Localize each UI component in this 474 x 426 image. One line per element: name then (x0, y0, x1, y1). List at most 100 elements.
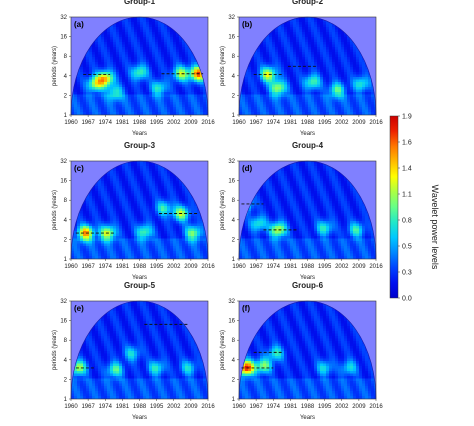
panel-4: Group-4(d)1960 1967 1974 1981 1988 1995 2002 20… (220, 141, 383, 281)
x-axis-label: Years (132, 131, 147, 137)
x-tick-label: 2002 (335, 264, 349, 270)
x-tick-label: 2009 (184, 264, 198, 270)
colorbar-tick-label: 0.3 (402, 270, 412, 277)
y-tick-label: 2 (232, 377, 236, 383)
panel-title: Group-2 (292, 0, 324, 6)
x-tick-label: 1995 (318, 120, 332, 126)
y-tick-label: 4 (232, 358, 236, 364)
panel-2: Group-2(b)1960 1967 1974 1981 1988 1995 2002 20… (220, 0, 383, 137)
x-tick-label: 1967 (81, 264, 95, 270)
y-tick-label: 8 (64, 198, 68, 204)
panel-letter: (b) (242, 20, 253, 29)
y-tick-label: 2 (232, 237, 236, 243)
y-tick-label: 1 (64, 397, 68, 403)
x-tick-label: 1960 (232, 404, 246, 410)
x-tick-label: 2016 (201, 404, 215, 410)
y-tick-label: 32 (60, 299, 67, 305)
panel-6: Group-6(f)1960 1967 1974 1981 1988 1995 2002 20… (220, 281, 383, 421)
x-tick-label: 1981 (116, 264, 130, 270)
y-tick-label: 16 (228, 35, 235, 41)
colorbar-gradient (389, 115, 399, 299)
colorbar-tick-label: 1.6 (402, 140, 412, 147)
x-tick-label: 1981 (284, 120, 298, 126)
panel-letter: (f) (242, 304, 250, 313)
panel-letter: (c) (74, 164, 84, 173)
x-tick-label: 2016 (369, 264, 383, 270)
x-tick-label: 2009 (352, 404, 366, 410)
x-tick-label: 1981 (284, 404, 298, 410)
y-tick-label: 2 (64, 93, 68, 99)
panel-letter: (d) (242, 164, 253, 173)
x-tick-label: 1967 (81, 120, 95, 126)
colorbar-tick-label: 1.1 (402, 192, 412, 199)
x-tick-label: 1967 (249, 264, 263, 270)
x-tick-label: 2002 (167, 264, 181, 270)
panels-group: Group-1(a)1960 1967 1974 1981 1988 1995 2002 20… (52, 0, 383, 421)
x-tick-label: 1960 (232, 120, 246, 126)
x-tick-label: 1960 (64, 264, 78, 270)
x-tick-label: 2016 (201, 120, 215, 126)
colorbar-tick-label: 0.0 (402, 296, 412, 303)
y-tick-label: 8 (232, 54, 236, 60)
x-tick-label: 1995 (318, 264, 332, 270)
y-axis-label: periods (years) (52, 330, 58, 370)
y-tick-label: 16 (60, 179, 67, 185)
y-tick-label: 32 (228, 159, 235, 165)
x-tick-label: 1988 (301, 120, 315, 126)
x-tick-label: 2009 (352, 120, 366, 126)
y-tick-label: 1 (232, 257, 236, 263)
y-tick-label: 32 (60, 159, 67, 165)
y-tick-label: 32 (228, 299, 235, 305)
colorbar: Wavelet power levels 0.0 0.3 0.5 0.8 1.1 1.4 1… (389, 114, 440, 303)
y-tick-label: 4 (232, 218, 236, 224)
y-axis-label: periods (years) (52, 190, 58, 230)
x-tick-label: 1960 (232, 264, 246, 270)
y-tick-label: 16 (228, 179, 235, 185)
panel-letter: (e) (74, 304, 84, 313)
x-tick-label: 1988 (133, 404, 147, 410)
x-axis-label: Years (300, 275, 315, 281)
x-tick-label: 1988 (301, 404, 315, 410)
y-tick-label: 4 (64, 218, 68, 224)
x-tick-label: 1974 (99, 120, 113, 126)
y-axis-label: periods (years) (52, 46, 58, 86)
y-tick-label: 8 (64, 54, 68, 60)
y-tick-label: 2 (64, 237, 68, 243)
x-tick-label: 2016 (369, 120, 383, 126)
x-tick-label: 1988 (133, 120, 147, 126)
x-axis-label: Years (132, 275, 147, 281)
x-tick-label: 1967 (249, 404, 263, 410)
x-tick-label: 1960 (64, 120, 78, 126)
x-tick-label: 1974 (267, 120, 281, 126)
y-tick-label: 8 (232, 198, 236, 204)
y-tick-label: 16 (60, 35, 67, 41)
x-tick-label: 1974 (99, 404, 113, 410)
x-tick-label: 1967 (249, 120, 263, 126)
colorbar-tick-label: 1.4 (402, 166, 412, 173)
y-tick-label: 32 (228, 15, 235, 21)
x-tick-label: 1988 (301, 264, 315, 270)
x-tick-label: 2002 (335, 120, 349, 126)
y-tick-label: 2 (232, 93, 236, 99)
x-tick-label: 2016 (369, 404, 383, 410)
y-axis-label: periods (years) (220, 330, 226, 370)
y-tick-label: 1 (232, 397, 236, 403)
x-axis-label: Years (132, 415, 147, 421)
x-tick-label: 2009 (184, 404, 198, 410)
y-tick-label: 16 (228, 319, 235, 325)
x-tick-label: 1974 (267, 404, 281, 410)
y-axis-label: periods (years) (220, 46, 226, 86)
x-tick-label: 1988 (133, 264, 147, 270)
y-tick-label: 1 (64, 257, 68, 263)
x-tick-label: 1960 (64, 404, 78, 410)
x-tick-label: 1981 (116, 404, 130, 410)
panel-1: Group-1(a)1960 1967 1974 1981 1988 1995 2002 20… (52, 0, 215, 137)
panel-3: Group-3(c)1960 1967 1974 1981 1988 1995 2002 20… (52, 141, 215, 281)
x-tick-label: 2016 (201, 264, 215, 270)
panel-title: Group-4 (292, 141, 324, 150)
x-tick-label: 1995 (150, 404, 164, 410)
y-tick-label: 4 (64, 358, 68, 364)
x-axis-label: Years (300, 415, 315, 421)
x-tick-label: 1974 (99, 264, 113, 270)
